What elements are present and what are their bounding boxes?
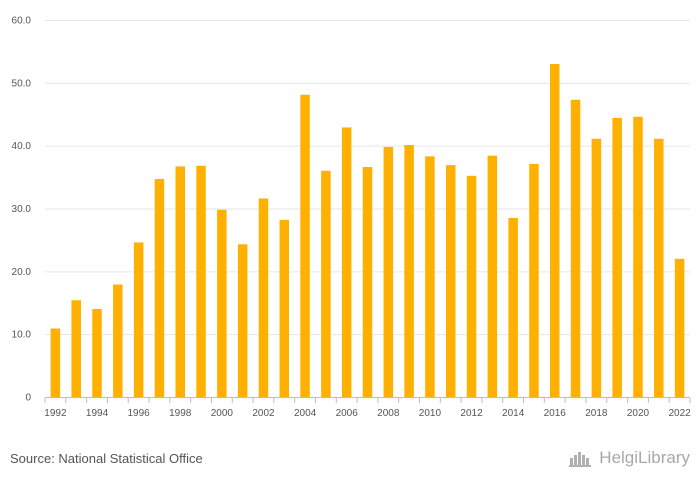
bar-1999[interactable] [196,165,206,397]
bar-1997[interactable] [154,178,165,397]
y-tick-label: 10.0 [12,330,32,341]
x-tick-label: 2020 [627,408,650,419]
x-tick-label: 1996 [128,408,151,419]
bar-2002[interactable] [258,198,269,397]
x-tick-label: 2008 [377,408,400,419]
y-tick-label: 0 [25,393,31,404]
bar-2018[interactable] [591,138,602,397]
x-tick-label: 2002 [252,408,275,419]
bar-2008[interactable] [383,146,394,397]
bar-2021[interactable] [654,138,664,397]
x-tick-label: 2014 [502,408,525,419]
bar-1998[interactable] [175,166,185,397]
bar-2016[interactable] [550,63,560,397]
bar-2010[interactable] [425,156,435,397]
x-tick-label: 2000 [211,408,234,419]
x-axis-ticks: 1992 1994 1996 1998 2000 2002 2004 2006 2008 2010… [44,398,691,419]
bar-2012[interactable] [466,175,477,397]
bar-2015[interactable] [529,163,539,397]
bar-2007[interactable] [362,167,373,397]
bar-1994[interactable] [92,309,102,397]
y-tick-label: 50.0 [12,78,32,89]
x-tick-label: 2018 [585,408,608,419]
x-tick-label: 1994 [86,408,109,419]
bar-1996[interactable] [133,242,144,397]
x-tick-label: 1992 [44,408,67,419]
helgi-library-logo-icon [569,452,592,467]
bar-2013[interactable] [487,155,498,397]
bar-2005[interactable] [321,170,331,397]
bar-1993[interactable] [71,300,81,397]
brand-name: HelgiLibrary [599,448,690,467]
bar-2001[interactable] [237,244,248,397]
bar-2004[interactable] [300,94,310,398]
bars [50,63,685,398]
x-tick-label: 2006 [336,408,359,419]
bar-2014[interactable] [508,217,518,397]
bar-2003[interactable] [279,219,290,397]
bar-1995[interactable] [113,284,123,397]
bar-2011[interactable] [445,165,456,397]
bar-2022[interactable] [674,258,685,397]
brand-logo: HelgiLibrary [569,448,690,468]
x-tick-label: 2010 [419,408,442,419]
source-note: Source: National Statistical Office [10,451,203,466]
x-tick-label: 2016 [544,408,567,419]
y-axis-tick-labels: 0 10.0 20.0 30.0 40.0 50.0 60.0 [12,16,32,404]
x-tick-label: 2012 [460,408,483,419]
bar-1992[interactable] [50,328,61,397]
bar-2009[interactable] [404,145,414,397]
bar-2017[interactable] [570,99,581,398]
bar-2020[interactable] [633,116,643,397]
y-tick-label: 60.0 [12,16,32,27]
x-tick-label: 2004 [294,408,317,419]
bar-2006[interactable] [341,127,352,397]
x-tick-label: 1998 [169,408,192,419]
y-tick-label: 20.0 [12,267,32,278]
bar-chart: 010.020.030.040.050.060.0 1992 1994 1996 19… [12,16,692,420]
y-tick-label: 40.0 [12,141,32,152]
y-tick-label: 30.0 [12,204,32,215]
x-tick-label: 2022 [668,408,691,419]
bar-2019[interactable] [612,118,622,398]
bar-2000[interactable] [217,209,227,397]
